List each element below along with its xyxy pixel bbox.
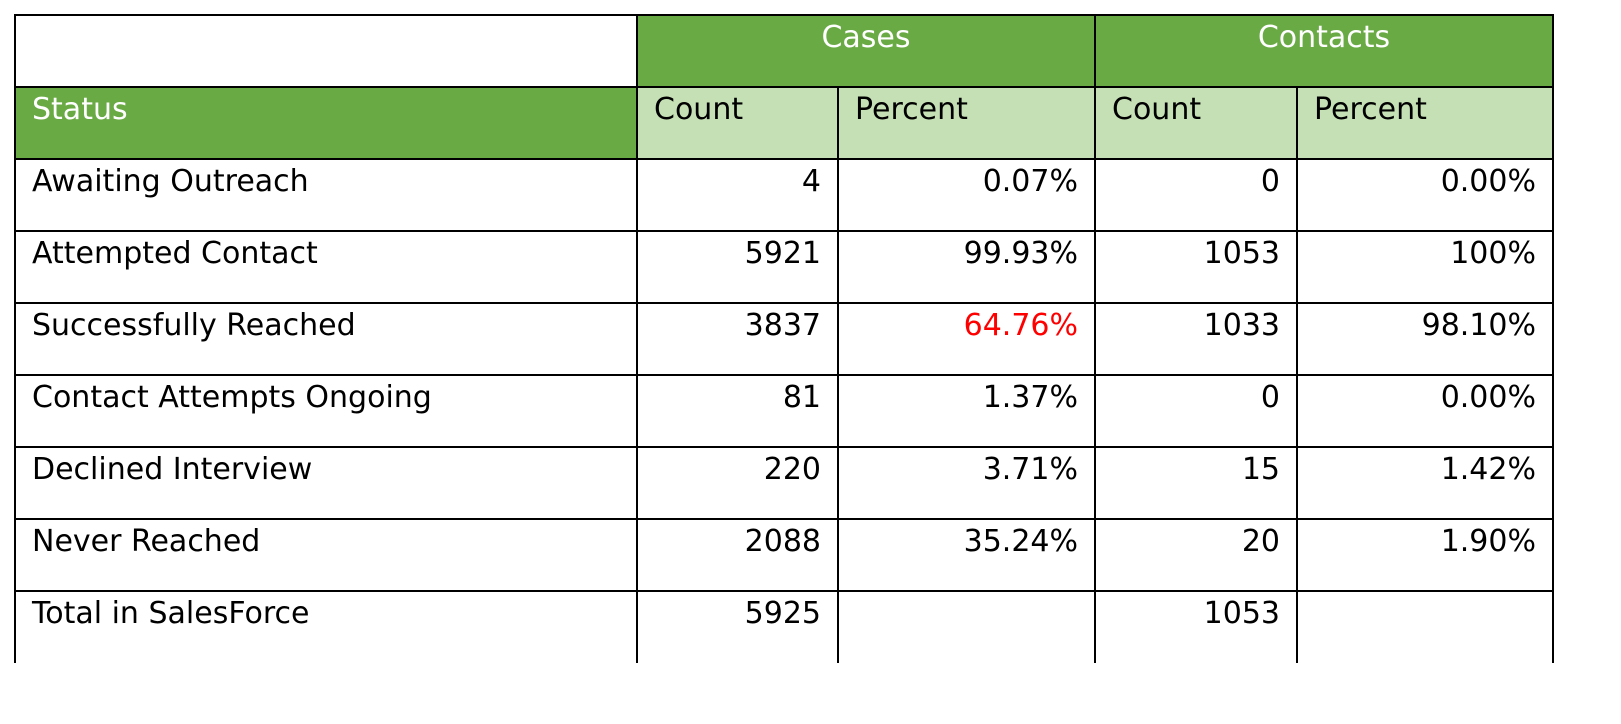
contacts-count-cell: 1033 <box>1094 302 1298 376</box>
contacts-percent-cell: 1.90% <box>1296 518 1554 592</box>
cases-percent-cell: 3.71% <box>837 446 1096 520</box>
contacts-percent-cell: 0.00% <box>1296 374 1554 448</box>
contacts-percent-cell: 0.00% <box>1296 158 1554 232</box>
status-table: Cases Contacts Status Count Percent Coun… <box>14 14 1554 663</box>
contacts-percent-cell <box>1296 590 1554 663</box>
contacts-count-header: Count <box>1094 86 1298 160</box>
contacts-percent-cell: 1.42% <box>1296 446 1554 520</box>
column-header-row: Status Count Percent Count Percent <box>14 86 1554 160</box>
cases-percent-cell: 0.07% <box>837 158 1096 232</box>
cases-count-cell: 4 <box>636 158 839 232</box>
contacts-count-cell: 15 <box>1094 446 1298 520</box>
status-cell: Attempted Contact <box>14 230 638 304</box>
table-row: Declined Interview 220 3.71% 15 1.42% <box>14 446 1554 520</box>
contacts-count-cell: 1053 <box>1094 230 1298 304</box>
contacts-group-header: Contacts <box>1094 14 1554 88</box>
status-cell: Total in SalesForce <box>14 590 638 663</box>
status-cell: Contact Attempts Ongoing <box>14 374 638 448</box>
cases-group-header: Cases <box>636 14 1096 88</box>
cases-count-cell: 81 <box>636 374 839 448</box>
table-container: Cases Contacts Status Count Percent Coun… <box>14 14 1554 663</box>
cases-percent-highlighted-cell: 64.76% <box>837 302 1096 376</box>
table-row: Attempted Contact 5921 99.93% 1053 100% <box>14 230 1554 304</box>
table-row: Contact Attempts Ongoing 81 1.37% 0 0.00… <box>14 374 1554 448</box>
contacts-count-cell: 0 <box>1094 158 1298 232</box>
cases-percent-header: Percent <box>837 86 1096 160</box>
contacts-count-cell: 1053 <box>1094 590 1298 663</box>
contacts-percent-cell: 98.10% <box>1296 302 1554 376</box>
status-cell: Never Reached <box>14 518 638 592</box>
cases-percent-cell: 1.37% <box>837 374 1096 448</box>
cases-count-header: Count <box>636 86 839 160</box>
cases-percent-cell: 99.93% <box>837 230 1096 304</box>
table-row: Never Reached 2088 35.24% 20 1.90% <box>14 518 1554 592</box>
cases-count-cell: 3837 <box>636 302 839 376</box>
contacts-count-cell: 0 <box>1094 374 1298 448</box>
cases-percent-cell: 35.24% <box>837 518 1096 592</box>
status-cell: Successfully Reached <box>14 302 638 376</box>
contacts-count-cell: 20 <box>1094 518 1298 592</box>
cases-count-cell: 220 <box>636 446 839 520</box>
blank-corner-cell <box>14 14 638 88</box>
group-header-row: Cases Contacts <box>14 14 1554 88</box>
cases-count-cell: 2088 <box>636 518 839 592</box>
table-row: Awaiting Outreach 4 0.07% 0 0.00% <box>14 158 1554 232</box>
cases-percent-cell <box>837 590 1096 663</box>
status-cell: Awaiting Outreach <box>14 158 638 232</box>
contacts-percent-header: Percent <box>1296 86 1554 160</box>
table-row: Successfully Reached 3837 64.76% 1033 98… <box>14 302 1554 376</box>
status-cell: Declined Interview <box>14 446 638 520</box>
cases-count-cell: 5921 <box>636 230 839 304</box>
status-column-header: Status <box>14 86 638 160</box>
contacts-percent-cell: 100% <box>1296 230 1554 304</box>
total-row: Total in SalesForce 5925 1053 <box>14 590 1554 663</box>
cases-count-cell: 5925 <box>636 590 839 663</box>
